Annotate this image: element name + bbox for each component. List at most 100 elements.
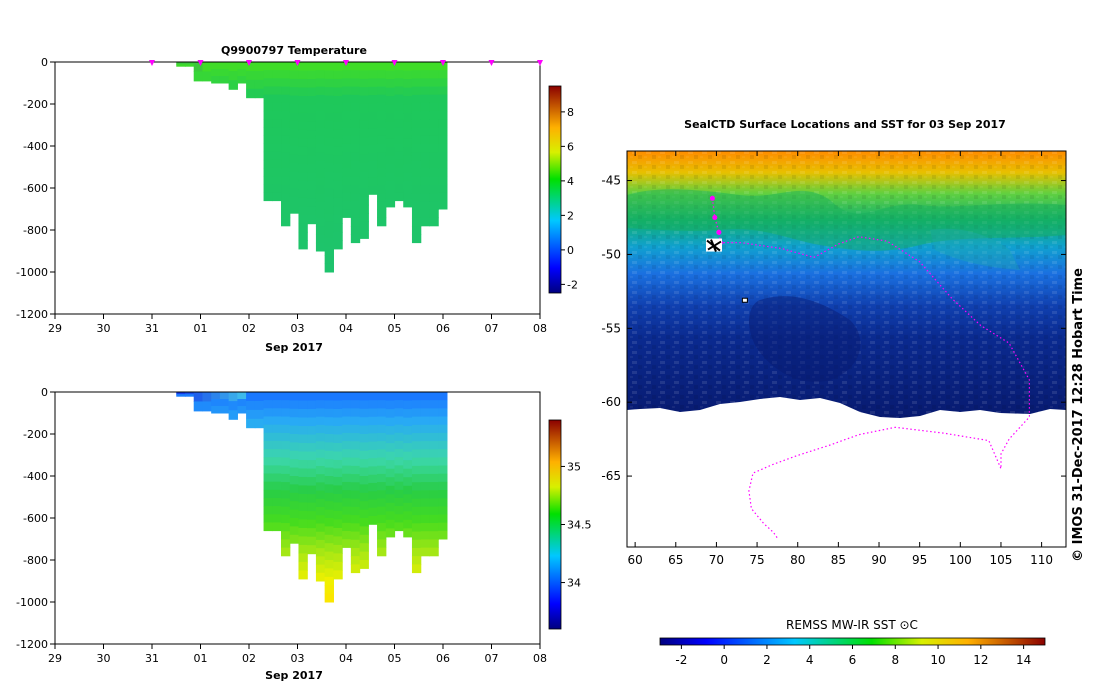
profile-segment — [411, 515, 422, 524]
profile-segment — [289, 162, 300, 172]
profile-segment — [272, 473, 282, 483]
profile-segment — [228, 71, 238, 81]
y-tick-label: 0 — [41, 386, 48, 399]
map-colorbar-label: REMSS MW-IR SST ⊙C — [786, 618, 918, 632]
profile-segment — [403, 511, 413, 521]
profile-segment — [315, 152, 326, 162]
profile-segment — [315, 523, 326, 533]
profile-segment — [394, 416, 404, 426]
profile-segment — [377, 168, 387, 178]
profile-segment — [324, 459, 334, 469]
profile-segment — [324, 484, 334, 494]
profile-segment — [281, 119, 291, 129]
profile-segment — [368, 516, 378, 525]
profile-segment — [385, 147, 396, 157]
profile-segment — [359, 408, 369, 418]
profile-segment — [429, 482, 439, 491]
profile-segment — [324, 255, 334, 265]
profile-segment — [411, 234, 422, 244]
x-tick-label: 06 — [436, 652, 450, 665]
map-colorbar-tick-label: 0 — [720, 653, 728, 667]
profile-segment — [429, 457, 439, 467]
profile-segment — [298, 78, 308, 88]
profile-segment — [385, 443, 396, 453]
profile-segment — [307, 426, 317, 436]
profile-segment — [420, 531, 431, 540]
profile-segment — [420, 193, 431, 202]
profile-segment — [350, 185, 361, 194]
profile-segment — [350, 416, 361, 426]
profile-segment — [438, 200, 448, 210]
profile-segment — [263, 135, 273, 145]
profile-segment — [411, 111, 422, 120]
profile-segment — [237, 76, 247, 84]
profile-segment — [298, 240, 308, 250]
map-x-tick-label: 105 — [990, 553, 1013, 567]
profile-segment — [263, 489, 273, 499]
profile-segment — [342, 490, 352, 499]
profile-segment — [368, 128, 378, 137]
profile-segment — [411, 490, 422, 500]
profile-segment — [281, 94, 291, 104]
imos-credit: © IMOS 31-Dec-2017 12:28 Hobart Time — [1071, 268, 1086, 562]
profile-segment — [394, 457, 404, 466]
profile-segment — [403, 96, 413, 106]
profile-segment — [403, 87, 413, 97]
colorbar-tick-label: 34.5 — [567, 519, 592, 532]
profile-segment — [272, 449, 282, 458]
profile-segment — [429, 449, 439, 459]
profile-segment — [246, 418, 256, 429]
profile-segment — [377, 160, 387, 169]
profile-segment — [307, 502, 317, 512]
profile-segment — [403, 164, 413, 174]
profile-segment — [298, 206, 308, 216]
profile-segment — [368, 161, 378, 170]
profile-segment — [359, 509, 369, 519]
profile-segment — [281, 143, 291, 153]
profile-segment — [420, 127, 431, 137]
profile-segment — [307, 172, 317, 182]
profile-segment — [342, 168, 352, 178]
profile-segment — [394, 159, 404, 169]
profile-segment — [281, 209, 291, 219]
profile-segment — [385, 87, 396, 97]
profile-segment — [307, 451, 317, 461]
profile-segment — [350, 62, 361, 71]
profile-segment — [289, 95, 300, 105]
profile-segment — [438, 498, 448, 507]
profile-segment — [350, 209, 361, 219]
profile-segment — [350, 86, 361, 96]
profile-segment — [350, 498, 361, 508]
profile-segment — [438, 160, 448, 169]
profile-segment — [394, 86, 404, 96]
profile-segment — [219, 399, 230, 407]
profile-segment — [281, 416, 291, 426]
profile-segment — [403, 121, 413, 131]
profile-segment — [307, 138, 317, 148]
temperature-chart-title: Q9900797 Temperature — [221, 44, 367, 57]
profile-segment — [281, 432, 291, 442]
profile-segment — [438, 449, 448, 458]
y-tick-label: -1000 — [16, 596, 48, 609]
profile-segment — [377, 539, 387, 549]
profile-segment — [272, 119, 282, 128]
profile-segment — [342, 127, 352, 137]
profile-segment — [315, 62, 326, 71]
colorbar-tick-label: -2 — [567, 278, 578, 291]
profile-segment — [359, 417, 369, 427]
sst-map-chart: SealCTD Surface Locations and SST for 03… — [601, 118, 1067, 667]
profile-segment — [307, 198, 317, 208]
x-tick-label: 02 — [242, 322, 256, 335]
sst-green-band — [627, 189, 1066, 251]
profile-segment — [359, 120, 369, 130]
profile-segment — [281, 62, 291, 71]
profile-segment — [377, 127, 387, 137]
profile-segment — [359, 112, 369, 122]
profile-segment — [307, 485, 317, 495]
profile-segment — [324, 450, 334, 460]
profile-segment — [359, 95, 369, 105]
profile-segment — [263, 94, 273, 104]
map-colorbar-tick-label: 8 — [891, 653, 899, 667]
profile-segment — [324, 104, 334, 113]
profile-segment — [403, 62, 413, 72]
